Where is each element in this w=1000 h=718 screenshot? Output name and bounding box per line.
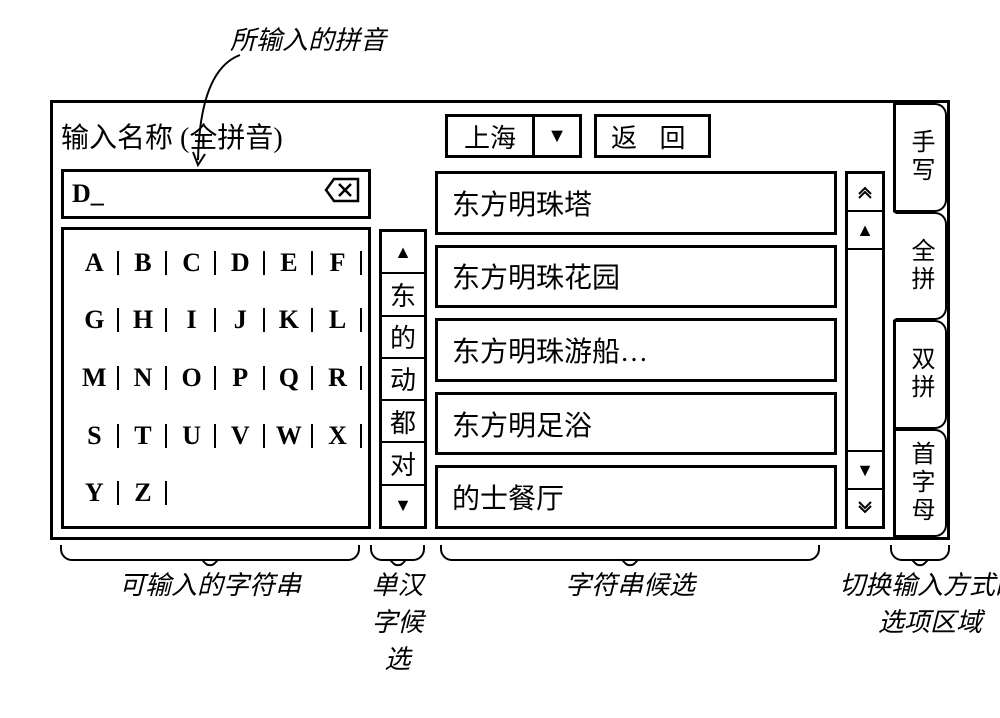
char-scroll-up-icon[interactable]: ▲: [382, 232, 424, 274]
key-w[interactable]: W: [265, 421, 314, 451]
result-item-4[interactable]: 的士餐厅: [435, 465, 837, 529]
key-row-4: S T U V W X: [64, 407, 368, 465]
char-scroll-down-icon[interactable]: ▼: [382, 486, 424, 526]
key-e[interactable]: E: [265, 248, 314, 278]
key-m[interactable]: M: [70, 363, 119, 393]
result-item-3[interactable]: 东方明足浴: [435, 392, 837, 456]
bottom-annotations: 可输入的字符串 单汉字候选 字符串候选 切换输入方式的 选项区域: [50, 545, 950, 665]
result-item-2[interactable]: 东方明珠游船…: [435, 318, 837, 382]
key-j[interactable]: J: [216, 305, 265, 335]
key-f[interactable]: F: [313, 248, 362, 278]
right-section: 上海 ▼ 返 回 东方明珠塔 东方明珠花园 东方明珠游船… 东方明足浴 的士餐厅…: [435, 111, 885, 529]
city-dropdown[interactable]: 上海 ▼: [445, 114, 582, 158]
key-row-3: M N O P Q R: [64, 349, 368, 407]
ime-panel: 输入名称 (全拼音) D_ A B C D E F G H I J K: [50, 100, 950, 540]
key-c[interactable]: C: [167, 248, 216, 278]
tab-initials[interactable]: 首字母: [893, 429, 947, 538]
scroll-down-icon[interactable]: ▼: [848, 450, 882, 488]
key-k[interactable]: K: [265, 305, 314, 335]
single-char-candidates: ▲ 东 的 动 都 对 ▼: [379, 229, 427, 529]
tab-quanpin[interactable]: 全拼: [893, 212, 947, 321]
tab-handwriting[interactable]: 手写: [893, 103, 947, 212]
key-l[interactable]: L: [313, 305, 362, 335]
key-s[interactable]: S: [70, 421, 119, 451]
key-h[interactable]: H: [119, 305, 168, 335]
key-b[interactable]: B: [119, 248, 168, 278]
key-g[interactable]: G: [70, 305, 119, 335]
key-t[interactable]: T: [119, 421, 168, 451]
char-candidate-1[interactable]: 的: [382, 317, 424, 359]
tab-shuangpin[interactable]: 双拼: [893, 320, 947, 429]
dropdown-value: 上海: [448, 117, 535, 155]
header-row: 输入名称 (全拼音): [61, 111, 371, 161]
top-controls: 上海 ▼ 返 回: [435, 111, 885, 161]
key-r[interactable]: R: [313, 363, 362, 393]
key-p[interactable]: P: [216, 363, 265, 393]
key-o[interactable]: O: [167, 363, 216, 393]
back-button[interactable]: 返 回: [594, 114, 711, 158]
scroll-top-icon[interactable]: [848, 174, 882, 212]
annotation-tabs-line2: 选项区域: [878, 608, 982, 637]
pinyin-input-box[interactable]: D_: [61, 169, 371, 219]
annotation-string-candidates: 字符串候选: [565, 571, 695, 600]
result-item-0[interactable]: 东方明珠塔: [435, 171, 837, 235]
char-candidate-0[interactable]: 东: [382, 274, 424, 316]
results-scrollbar: ▲ ▼: [845, 171, 885, 529]
key-row-5: Y Z: [64, 464, 368, 522]
left-section: 输入名称 (全拼音) D_ A B C D E F G H I J K: [61, 111, 371, 529]
key-d[interactable]: D: [216, 248, 265, 278]
key-a[interactable]: A: [70, 248, 119, 278]
alphabet-keyboard: A B C D E F G H I J K L M N O P Q R: [61, 227, 371, 529]
annotation-keyboard: 可输入的字符串: [119, 571, 301, 600]
char-candidate-4[interactable]: 对: [382, 443, 424, 485]
key-q[interactable]: Q: [265, 363, 314, 393]
key-x[interactable]: X: [313, 421, 362, 451]
key-row-2: G H I J K L: [64, 292, 368, 350]
annotation-input-pinyin: 所输入的拼音: [230, 20, 386, 57]
panel-title: 输入名称 (全拼音): [61, 116, 283, 156]
annotation-char-candidates: 单汉字候选: [371, 571, 423, 674]
char-candidate-2[interactable]: 动: [382, 359, 424, 401]
key-row-1: A B C D E F: [64, 234, 368, 292]
key-n[interactable]: N: [119, 363, 168, 393]
key-i[interactable]: I: [167, 305, 216, 335]
key-y[interactable]: Y: [70, 478, 119, 508]
scroll-bottom-icon[interactable]: [848, 488, 882, 526]
key-u[interactable]: U: [167, 421, 216, 451]
chevron-down-icon: ▼: [535, 117, 579, 155]
annotation-tabs-line1: 切换输入方式的: [839, 571, 1000, 600]
pinyin-input-value: D_: [72, 179, 104, 209]
string-candidates-list: 东方明珠塔 东方明珠花园 东方明珠游船… 东方明足浴 的士餐厅: [435, 171, 837, 529]
key-v[interactable]: V: [216, 421, 265, 451]
backspace-icon[interactable]: [324, 177, 360, 211]
key-z[interactable]: Z: [119, 478, 168, 508]
char-candidate-3[interactable]: 都: [382, 401, 424, 443]
input-method-tabs: 手写 全拼 双拼 首字母: [893, 103, 947, 537]
result-item-1[interactable]: 东方明珠花园: [435, 245, 837, 309]
scroll-track[interactable]: [848, 250, 882, 450]
results-area: 东方明珠塔 东方明珠花园 东方明珠游船… 东方明足浴 的士餐厅 ▲ ▼: [435, 171, 885, 529]
scroll-up-icon[interactable]: ▲: [848, 212, 882, 250]
